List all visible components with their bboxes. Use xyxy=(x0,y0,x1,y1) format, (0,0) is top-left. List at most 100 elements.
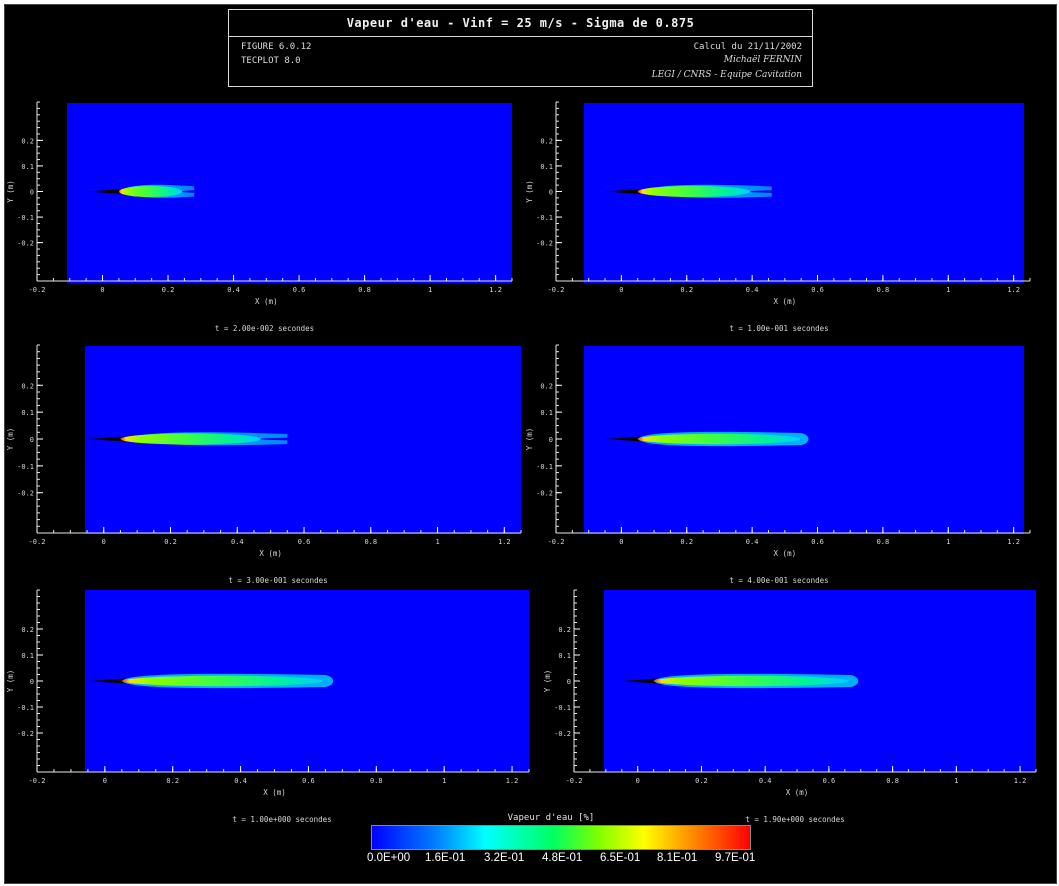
x-tick-label: 0.6 xyxy=(302,777,315,785)
colorbar-title: Vapeur d'eau [%] xyxy=(507,813,595,823)
vapour-cavity xyxy=(118,185,183,198)
vapour-cavity xyxy=(653,675,849,687)
x-tick-label: -0.2 xyxy=(566,777,583,785)
x-tick-label: 0.2 xyxy=(162,286,175,294)
x-tick-label: 0 xyxy=(100,286,104,294)
x-tick-label: 0.6 xyxy=(298,538,311,546)
x-tick-label: 0.8 xyxy=(364,538,377,546)
x-tick-label: 0.8 xyxy=(877,538,890,546)
x-axis-title: X (m) xyxy=(255,297,278,306)
x-tick-label: 0.4 xyxy=(231,538,244,546)
y-tick-label: 0.1 xyxy=(540,409,553,417)
colorbar-label: 3.2E-01 xyxy=(484,852,525,864)
y-tick-label: 0 xyxy=(30,436,34,444)
x-tick-label: 1.2 xyxy=(489,286,502,294)
y-tick-label: -0.2 xyxy=(536,490,553,498)
hydrofoil-shape xyxy=(86,189,123,194)
x-tick-label: 0.2 xyxy=(680,538,693,546)
x-axis-title: X (m) xyxy=(786,788,809,797)
x-tick-label: 1 xyxy=(435,538,439,546)
x-tick-label: -0.2 xyxy=(29,777,46,785)
y-tick-label: -0.2 xyxy=(536,240,553,248)
y-tick-label: -0.1 xyxy=(536,463,553,471)
x-tick-label: 0.8 xyxy=(370,777,383,785)
x-tick-label: 0.2 xyxy=(166,777,179,785)
panel-time-caption: t = 1.90e+000 secondes xyxy=(745,815,844,824)
x-tick-label: 1 xyxy=(442,777,446,785)
x-tick-label: 0.8 xyxy=(358,286,371,294)
y-tick-label: -0.2 xyxy=(17,730,34,738)
x-tick-label: -0.2 xyxy=(548,286,565,294)
y-axis-title: Y (m) xyxy=(6,670,15,693)
x-tick-label: 0 xyxy=(636,777,640,785)
x-tick-label: 0 xyxy=(102,538,106,546)
x-tick-label: 0.4 xyxy=(234,777,247,785)
y-tick-label: 0.2 xyxy=(21,137,34,145)
panel-time-caption: t = 2.00e-002 secondes xyxy=(215,324,314,333)
colorbar-label: 8.1E-01 xyxy=(657,852,698,864)
y-tick-label: 0.1 xyxy=(21,409,34,417)
y-tick-label: 0.1 xyxy=(21,652,34,660)
y-tick-label: 0.2 xyxy=(540,137,553,145)
x-axis-title: X (m) xyxy=(774,549,797,558)
header-line1-left: FIGURE 6.0.12 xyxy=(241,42,312,52)
y-tick-label: -0.1 xyxy=(17,704,34,712)
figure-header: Vapeur d'eau - Vinf = 25 m/s - Sigma de … xyxy=(228,9,813,87)
y-tick-label: -0.2 xyxy=(17,490,34,498)
x-tick-label: 1 xyxy=(954,777,958,785)
x-tick-label: 1 xyxy=(428,286,432,294)
y-tick-label: 0.1 xyxy=(558,652,571,660)
colorbar-label: 9.7E-01 xyxy=(715,852,756,864)
x-tick-label: 0.8 xyxy=(877,286,890,294)
panel-time-caption: t = 4.00e-001 secondes xyxy=(729,576,828,585)
x-tick-label: 1.2 xyxy=(1007,286,1020,294)
vapour-cavity xyxy=(637,433,801,445)
y-tick-label: -0.1 xyxy=(17,214,34,222)
header-line2-right: Michaël FERNIN xyxy=(723,55,802,65)
x-tick-label: 0 xyxy=(619,286,623,294)
panel-time-caption: t = 1.00e+000 secondes xyxy=(232,815,331,824)
x-axis-title: X (m) xyxy=(774,297,797,306)
y-tick-label: -0.2 xyxy=(17,240,34,248)
x-tick-label: 1.2 xyxy=(1014,777,1027,785)
x-tick-label: 0.4 xyxy=(746,286,759,294)
x-tick-label: -0.2 xyxy=(29,286,46,294)
y-tick-label: -0.1 xyxy=(17,463,34,471)
x-tick-label: 1 xyxy=(946,286,950,294)
x-tick-label: 0.2 xyxy=(695,777,708,785)
y-tick-label: 0.1 xyxy=(540,163,553,171)
x-tick-label: 1.2 xyxy=(498,538,511,546)
hydrofoil-shape xyxy=(621,678,658,684)
x-tick-label: -0.2 xyxy=(548,538,565,546)
x-tick-label: 0.6 xyxy=(823,777,836,785)
x-tick-label: 0.4 xyxy=(746,538,759,546)
x-tick-label: 0.6 xyxy=(811,286,824,294)
colorbar-label: 1.6E-01 xyxy=(425,852,466,864)
y-axis-title: Y (m) xyxy=(543,670,552,693)
header-line3-right: LEGI / CNRS - Equipe Cavitation xyxy=(651,70,802,80)
vapour-cavity xyxy=(637,185,751,198)
x-tick-label: 0.6 xyxy=(293,286,306,294)
y-tick-label: 0 xyxy=(30,678,34,686)
x-axis-title: X (m) xyxy=(263,788,286,797)
x-tick-label: 1 xyxy=(946,538,950,546)
panel-time-caption: t = 3.00e-001 secondes xyxy=(228,576,327,585)
panel-time-caption: t = 1.00e-001 secondes xyxy=(729,324,828,333)
x-tick-label: 1.2 xyxy=(1007,538,1020,546)
colorbar-label: 6.5E-01 xyxy=(600,852,641,864)
colorbar-label: 0.0E+00 xyxy=(367,852,411,864)
hydrofoil-shape xyxy=(605,436,642,442)
y-axis-title: Y (m) xyxy=(6,180,15,203)
y-tick-label: 0.2 xyxy=(21,626,34,634)
x-tick-label: 0.2 xyxy=(164,538,177,546)
y-tick-label: 0.2 xyxy=(558,626,571,634)
vapour-cavity xyxy=(120,433,261,445)
x-axis-title: X (m) xyxy=(259,549,282,558)
colorbar-gradient xyxy=(372,826,750,849)
colorbar-label: 4.8E-01 xyxy=(542,852,583,864)
hydrofoil-shape xyxy=(87,436,125,442)
x-tick-label: 0 xyxy=(103,777,107,785)
y-axis-title: Y (m) xyxy=(525,428,534,451)
y-tick-label: -0.1 xyxy=(536,214,553,222)
